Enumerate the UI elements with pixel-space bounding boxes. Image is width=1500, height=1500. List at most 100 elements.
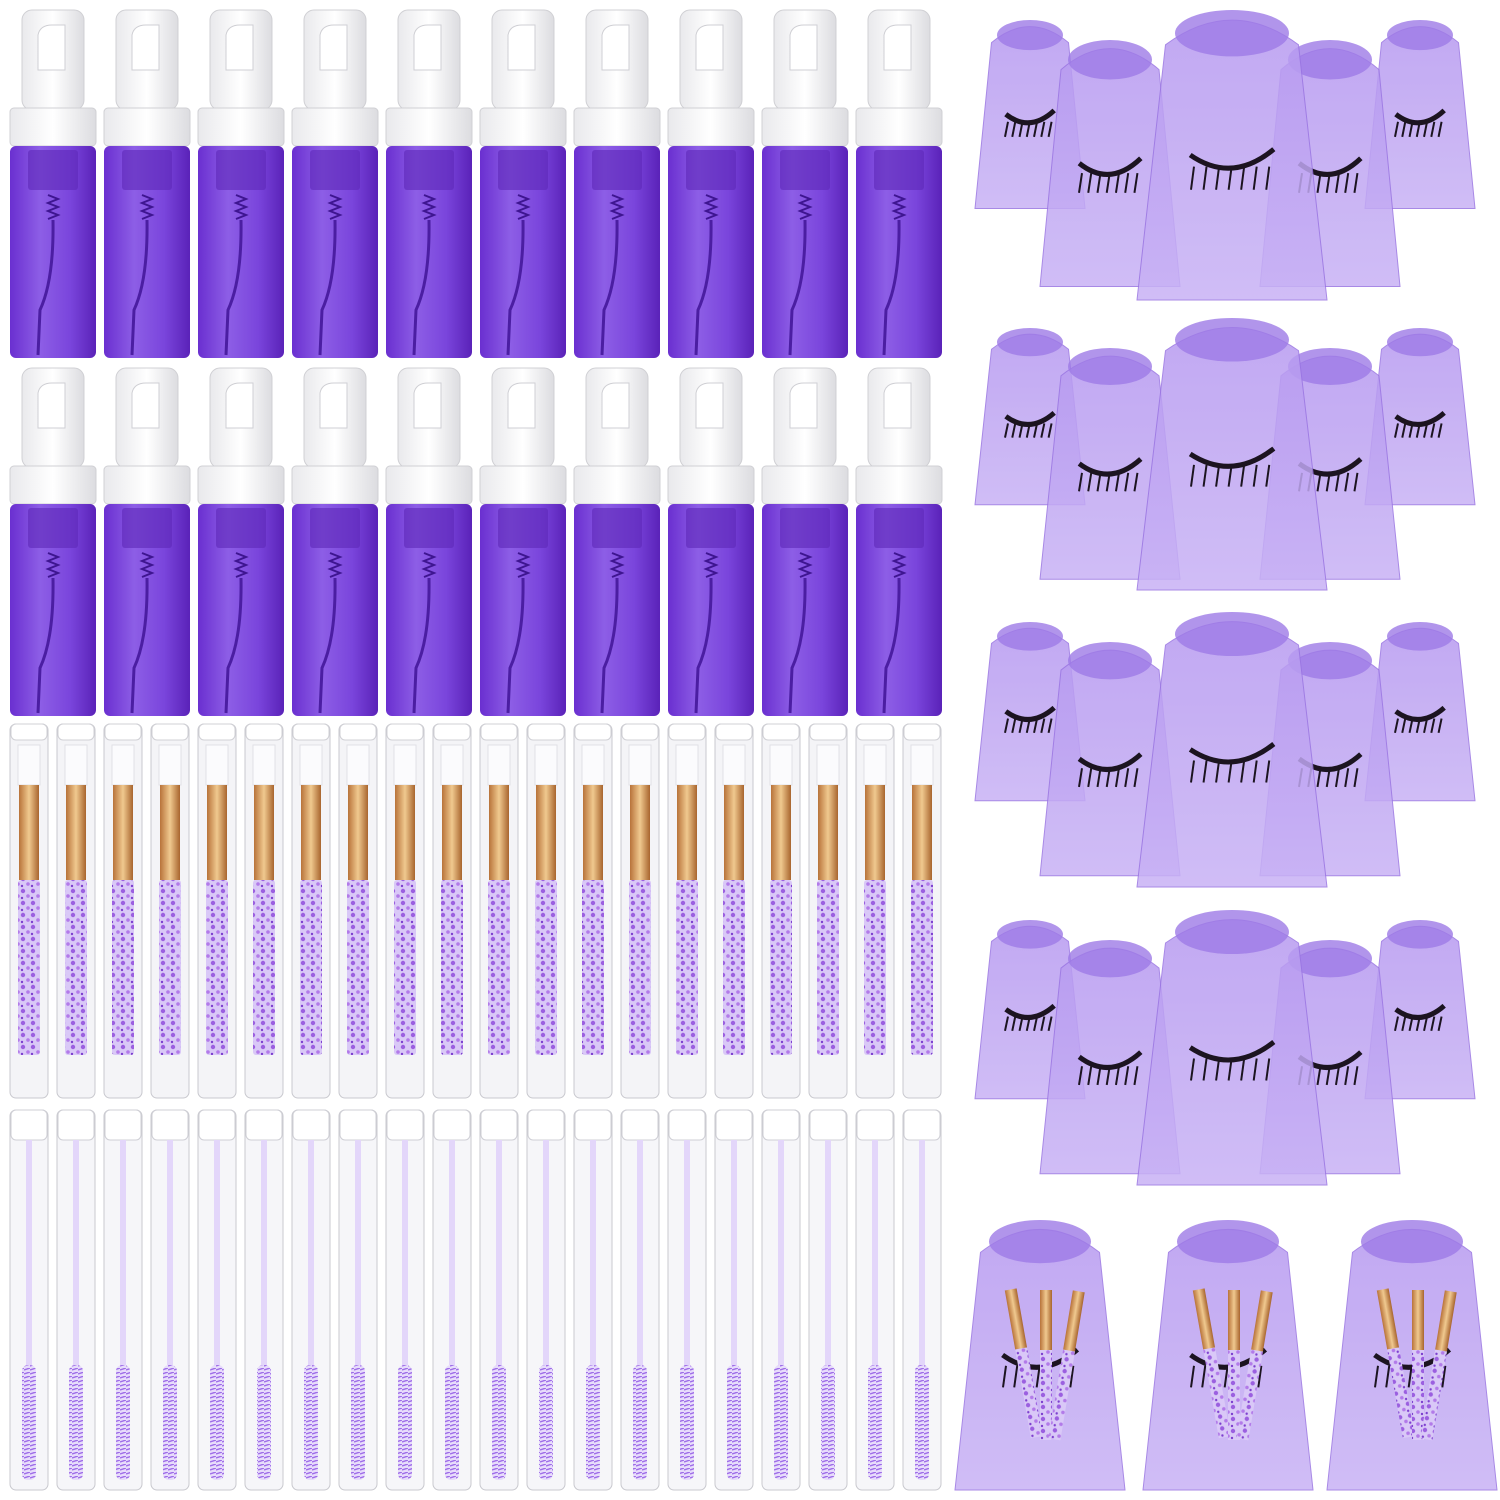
kit-brush-handle xyxy=(1203,1347,1231,1439)
tube-cap xyxy=(386,1109,424,1141)
dip-tube xyxy=(882,577,901,714)
lash-hair xyxy=(1087,172,1093,193)
bottle-collar xyxy=(855,465,943,505)
tube-cap xyxy=(762,1109,800,1141)
spring xyxy=(703,194,719,220)
brush-head xyxy=(628,744,652,786)
glitter-handle xyxy=(441,880,463,1055)
lash-hair xyxy=(1265,166,1271,190)
dip-tube xyxy=(130,577,149,714)
lash-hair xyxy=(1215,760,1221,783)
tube-cap xyxy=(856,723,894,741)
brush-head xyxy=(487,744,511,786)
glitter-handle xyxy=(911,880,933,1055)
tube-cap xyxy=(245,723,283,741)
brush-head xyxy=(299,744,323,786)
wand xyxy=(402,1140,408,1365)
tube-cap xyxy=(527,723,565,741)
lash-hair xyxy=(1252,760,1258,783)
glitter-handle xyxy=(864,880,886,1055)
lash-hair xyxy=(1394,423,1399,438)
wand xyxy=(120,1140,126,1365)
foam-bottle xyxy=(573,9,661,358)
tube-cap xyxy=(480,723,518,741)
spring xyxy=(515,194,531,220)
brush-head xyxy=(910,744,934,786)
pump-chamber xyxy=(874,508,924,548)
lash-hair xyxy=(1047,1016,1053,1032)
ferrule xyxy=(583,785,603,880)
lash-hair xyxy=(1190,760,1195,783)
brush-tube xyxy=(479,723,519,1099)
lash-hair xyxy=(1105,172,1111,193)
lash-hair xyxy=(1423,1016,1429,1032)
bottle-collar xyxy=(9,107,97,147)
spoolie xyxy=(69,1365,83,1480)
tube-cap xyxy=(574,1109,612,1141)
dip-tube xyxy=(130,219,149,356)
wand xyxy=(73,1140,79,1365)
bag-group xyxy=(974,910,1476,1186)
foam-bottle xyxy=(855,9,943,358)
kit-brush-handle xyxy=(1420,1349,1447,1441)
bag-ruffle xyxy=(989,1220,1091,1264)
brush-kits xyxy=(954,1220,1498,1491)
brush-tube xyxy=(56,723,96,1099)
pump-chamber xyxy=(310,508,360,548)
spoolie xyxy=(774,1365,788,1480)
dip-tube xyxy=(694,219,713,356)
pump-chamber xyxy=(874,150,924,190)
lash-hair xyxy=(1202,760,1208,783)
lash-hair xyxy=(1353,768,1359,788)
foam-bottle xyxy=(573,367,661,716)
kit-brush-ferrule xyxy=(1251,1290,1273,1352)
foam-bottle xyxy=(761,9,849,358)
brush-tube xyxy=(667,723,707,1099)
pump-nozzle xyxy=(37,382,66,429)
spring xyxy=(609,194,625,220)
wand xyxy=(261,1140,267,1365)
spoolie xyxy=(915,1365,929,1480)
tube-cap xyxy=(621,723,659,741)
lash-hair xyxy=(1025,423,1031,438)
glitter-handle xyxy=(253,880,275,1055)
tube-cap xyxy=(715,723,753,741)
pump-chamber xyxy=(780,150,830,190)
bag-ruffle xyxy=(1387,622,1453,651)
lash-hair xyxy=(1316,768,1322,788)
lash-hair xyxy=(1124,768,1130,788)
lash-hair xyxy=(1133,172,1139,193)
tube-cap xyxy=(433,723,471,741)
spoolie-tube xyxy=(855,1109,895,1491)
lash-hair xyxy=(1033,1016,1039,1032)
dip-tube xyxy=(506,577,525,714)
foam-bottle xyxy=(291,367,379,716)
dip-tube xyxy=(318,219,337,356)
brush-tube xyxy=(103,723,143,1099)
wand xyxy=(637,1140,643,1365)
pump-chamber xyxy=(404,150,454,190)
lash-hair xyxy=(1033,121,1039,138)
bottle-collar xyxy=(573,465,661,505)
pump-nozzle xyxy=(695,382,724,429)
brush-tube xyxy=(338,723,378,1099)
kit-brush-handle xyxy=(1387,1347,1415,1439)
bag-ruffle xyxy=(997,328,1063,357)
spoolie-tube xyxy=(479,1109,519,1491)
pump-nozzle xyxy=(695,24,724,71)
tube-cap xyxy=(104,1109,142,1141)
lash-hair xyxy=(1033,718,1039,734)
bag-ruffle xyxy=(1068,642,1152,680)
lash-hair xyxy=(1096,172,1102,193)
lash-hair xyxy=(1325,1066,1331,1086)
brush-head xyxy=(393,744,417,786)
pump-chamber xyxy=(216,150,266,190)
kit-brush-ferrule xyxy=(1004,1288,1028,1350)
brush-tube xyxy=(526,723,566,1099)
dip-tube xyxy=(506,219,525,356)
brush-head xyxy=(17,744,41,786)
kit-brush-handle xyxy=(1040,1350,1052,1440)
glitter-handle xyxy=(582,880,604,1055)
spoolie xyxy=(633,1365,647,1480)
lash-hair xyxy=(1437,423,1443,438)
